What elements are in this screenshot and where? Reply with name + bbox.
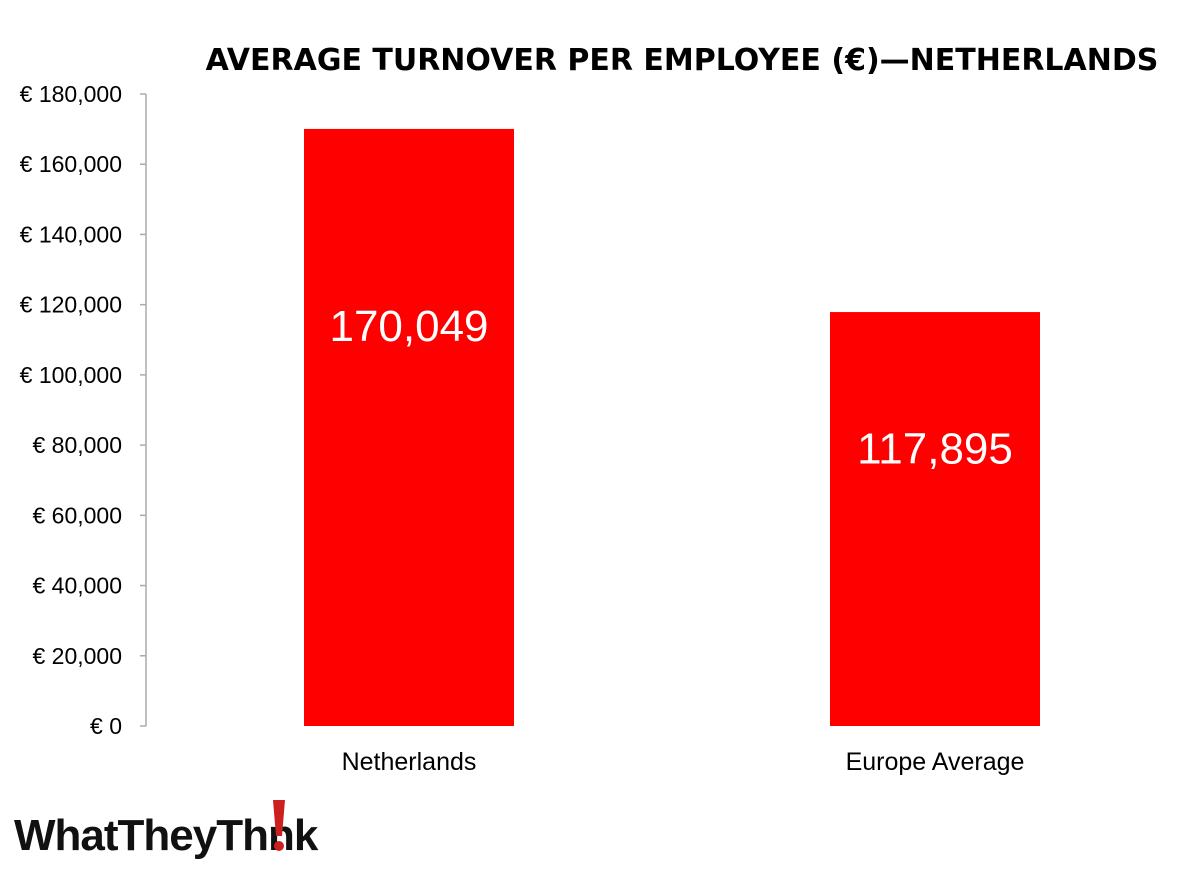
bar [830, 312, 1040, 726]
exclamation-bar [272, 800, 285, 836]
y-tick-label: € 0 [90, 713, 122, 739]
whattheythink-logo: WhatTheyThnk [14, 800, 320, 860]
bars [304, 128, 1040, 726]
bar [304, 128, 514, 726]
y-tick-label: € 140,000 [20, 221, 122, 247]
y-tick-label: € 60,000 [32, 502, 122, 528]
y-tick-label: € 180,000 [20, 81, 122, 107]
category-label: Europe Average [846, 748, 1025, 776]
logo-text: WhatTheyThnk [14, 811, 319, 860]
y-tick-label: € 40,000 [32, 573, 122, 599]
chart-title: AVERAGE TURNOVER PER EMPLOYEE (€)—NETHER… [206, 43, 1159, 78]
labels: 170,049 Netherlands 117,895 Europe Average [329, 302, 1024, 776]
y-tick-label: € 100,000 [20, 362, 122, 388]
y-axis-ticks: € 0 € 20,000 € 40,000 € 60,000 € 80,000 € 100… [20, 81, 146, 739]
y-tick-label: € 20,000 [32, 643, 122, 669]
y-tick-label: € 160,000 [20, 151, 122, 177]
exclamation-dot [273, 841, 284, 851]
logo-text-before: WhatTheyTh [14, 811, 268, 860]
y-tick-label: € 120,000 [20, 292, 122, 318]
data-label: 117,895 [857, 425, 1013, 474]
y-tick-label: € 80,000 [32, 432, 122, 458]
data-label: 170,049 [329, 302, 488, 351]
exclamation-icon [272, 800, 285, 851]
category-label: Netherlands [342, 748, 477, 776]
